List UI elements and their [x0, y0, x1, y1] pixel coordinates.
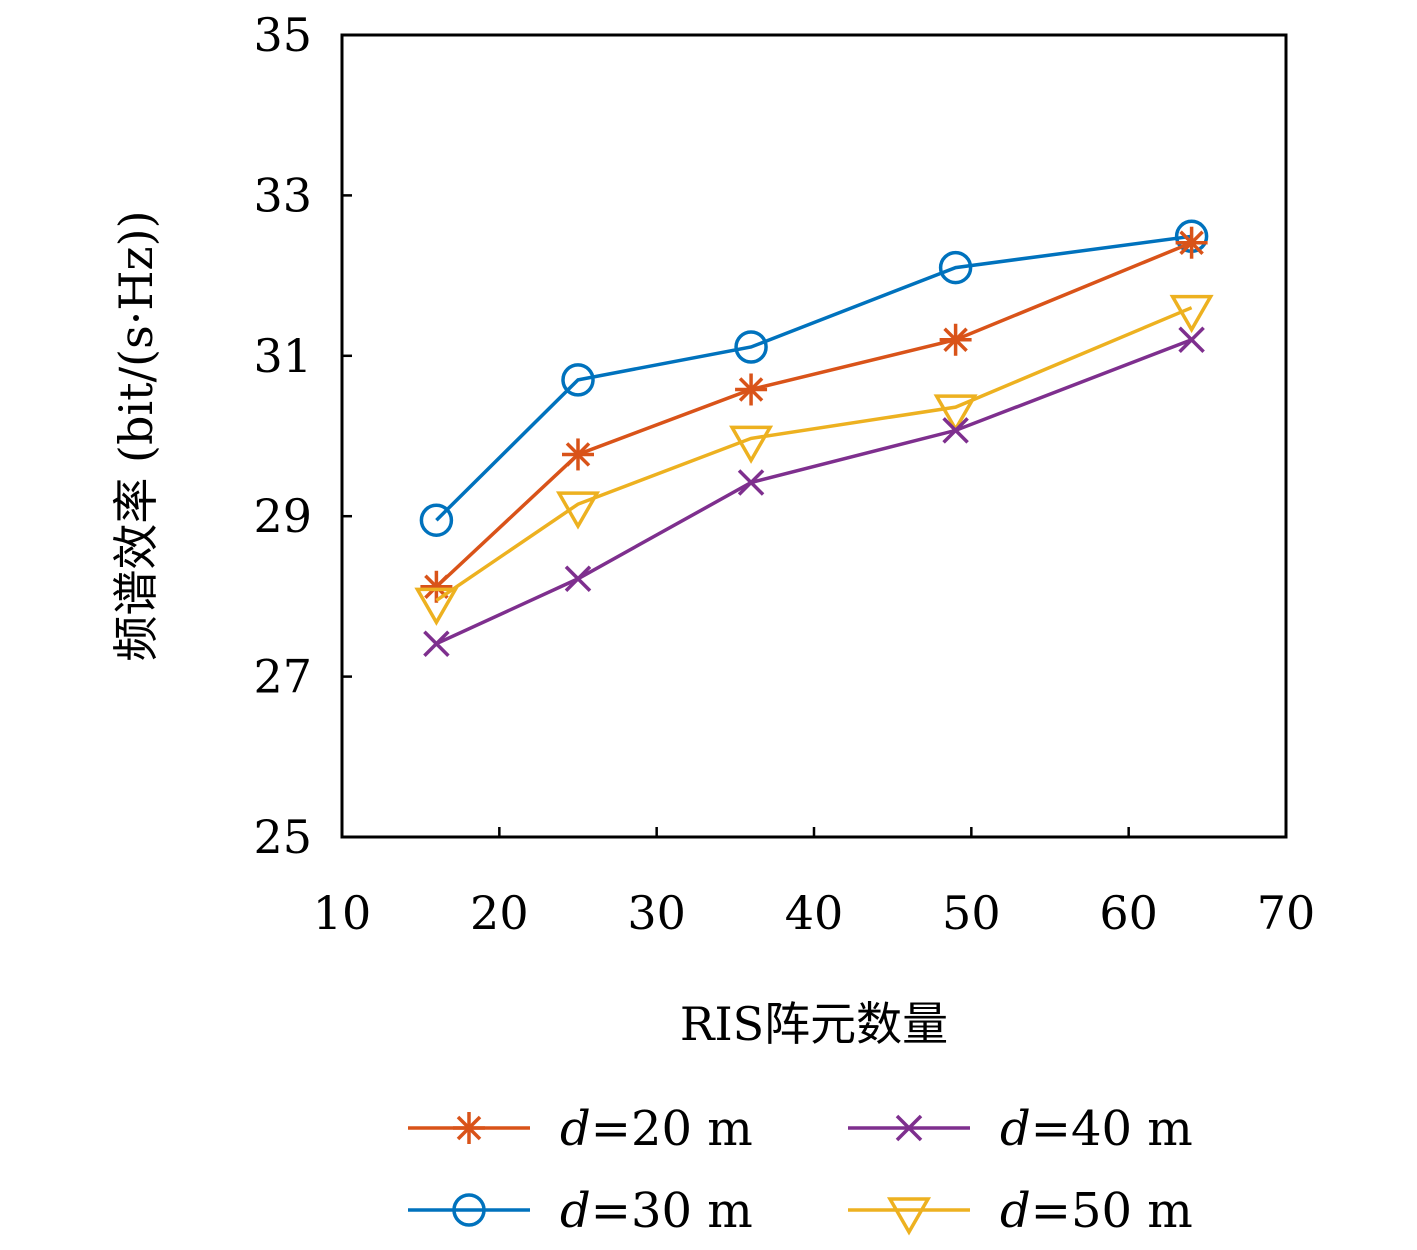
- legend-marker: [886, 1197, 932, 1236]
- legend-marker: [895, 1114, 923, 1142]
- data-point: [561, 363, 595, 397]
- data-point: [1178, 326, 1205, 353]
- x-tick-label: 20: [470, 886, 529, 940]
- x-tick-label: 10: [313, 886, 372, 940]
- plot-marks: [414, 219, 1214, 657]
- series-line: [435, 234, 1192, 522]
- data-point: [420, 570, 453, 603]
- legend-item: d=50 m: [848, 1183, 1193, 1239]
- data-point: [419, 503, 454, 537]
- x-tick-label: 50: [942, 886, 1001, 940]
- data-point: [737, 469, 765, 496]
- legend-label: d=50 m: [1000, 1183, 1193, 1239]
- y-tick-label: 25: [253, 810, 312, 864]
- data-point: [734, 330, 768, 364]
- legend: d=20 m d=30 m d=40 m d=50 m: [408, 1101, 1193, 1239]
- data-point: [555, 491, 601, 530]
- series-d-20-m: [420, 226, 1208, 603]
- series-line: [435, 338, 1193, 646]
- data-point: [729, 425, 774, 464]
- legend-marker: [453, 1112, 485, 1144]
- series-line: [435, 306, 1193, 602]
- series-d-50-m: [414, 294, 1214, 626]
- series-d-30-m: [419, 219, 1209, 537]
- data-point: [1169, 294, 1214, 334]
- y-axis: 25 27 29 31 33 35: [253, 8, 352, 864]
- x-axis: 10 20 30 40 50 60 70: [313, 827, 1316, 940]
- x-axis-label: RIS阵元数量: [680, 997, 948, 1051]
- plot-area-frame: [340, 33, 1288, 839]
- data-point: [735, 373, 768, 406]
- data-point: [938, 250, 973, 285]
- data-point: [562, 438, 594, 471]
- x-tick-label: 30: [627, 886, 686, 940]
- y-tick-label: 29: [253, 489, 312, 543]
- y-tick-label: 33: [253, 168, 312, 222]
- y-tick-label: 35: [253, 8, 312, 62]
- legend-item: d=30 m: [408, 1183, 753, 1239]
- y-tick-label: 27: [253, 650, 312, 704]
- legend-marker: [452, 1193, 486, 1227]
- data-point: [939, 323, 972, 356]
- series-d-40-m: [423, 326, 1205, 657]
- data-point: [933, 394, 978, 433]
- x-tick-label: 70: [1257, 886, 1316, 940]
- legend-label: d=40 m: [1000, 1101, 1193, 1157]
- legend-label: d=20 m: [560, 1101, 753, 1157]
- legend-item: d=40 m: [848, 1101, 1193, 1157]
- y-axis-label: 频谱效率 (bit/(s·Hz)): [109, 210, 163, 661]
- data-point: [423, 630, 450, 657]
- data-point: [414, 587, 459, 626]
- series-line: [435, 241, 1193, 589]
- data-point: [564, 565, 592, 592]
- data-point: [942, 417, 969, 444]
- legend-label: d=30 m: [560, 1183, 753, 1239]
- x-tick-label: 60: [1099, 886, 1158, 940]
- legend-item: d=20 m: [408, 1101, 753, 1157]
- data-point: [1175, 226, 1208, 259]
- y-tick-label: 31: [253, 329, 312, 383]
- x-tick-label: 40: [785, 886, 844, 940]
